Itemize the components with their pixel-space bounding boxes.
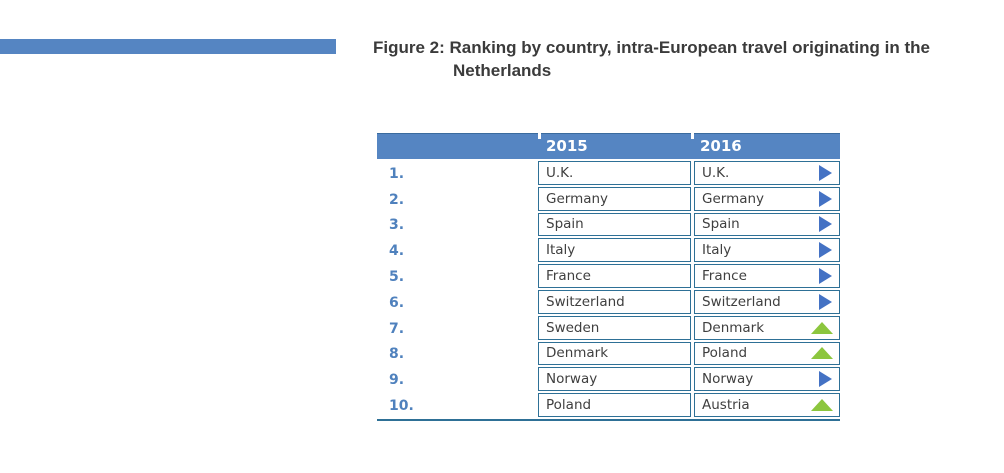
figure-title-line2: Netherlands — [453, 61, 552, 80]
up-triangle-icon — [811, 321, 833, 334]
rank-cell: 3. — [389, 217, 405, 234]
country-2016-label: France — [702, 268, 747, 285]
country-2016-label: U.K. — [702, 164, 730, 181]
rank-cell: 1. — [389, 165, 405, 182]
table-row: 9. Norway Norway — [377, 367, 840, 393]
header-column-gap — [538, 133, 541, 139]
country-2016-label: Austria — [702, 397, 750, 414]
country-2016-cell: Denmark — [694, 315, 840, 340]
country-2016-cell: Norway — [694, 367, 840, 392]
country-2016-cell: Germany — [694, 186, 840, 211]
table-header-row: 2015 2016 — [377, 133, 840, 159]
right-arrow-icon — [819, 164, 832, 181]
country-2016-label: Germany — [702, 190, 765, 207]
table-row: 2. Germany Germany — [377, 186, 840, 213]
country-2015-cell: Sweden — [538, 315, 691, 340]
table-body: 1. U.K. U.K. 2. Germany Germany 3. Spain — [377, 161, 840, 419]
table-row: 3. Spain Spain — [377, 212, 840, 239]
country-2016-label: Switzerland — [702, 293, 781, 310]
figure-title-line1: Figure 2: Ranking by country, intra-Euro… — [373, 38, 930, 57]
table-bottom-border — [377, 418, 840, 421]
table-row: 6. Switzerland Switzerland — [377, 289, 840, 316]
country-2016-cell: Austria — [694, 393, 840, 417]
country-2015-cell: Switzerland — [538, 289, 691, 314]
table-row: 8. Denmark Poland — [377, 341, 840, 368]
header-column-gap — [691, 133, 694, 139]
country-2016-cell: France — [694, 264, 840, 288]
right-arrow-icon — [819, 371, 832, 388]
rank-cell: 7. — [389, 320, 405, 337]
rank-cell: 5. — [389, 269, 405, 286]
right-arrow-icon — [819, 242, 832, 259]
country-2016-label: Spain — [702, 216, 740, 233]
table-row: 1. U.K. U.K. — [377, 161, 840, 187]
up-triangle-icon — [811, 399, 833, 412]
right-arrow-icon — [819, 293, 832, 310]
country-2016-label: Poland — [702, 345, 748, 362]
country-2015-cell: Spain — [538, 212, 691, 237]
column-header-2015: 2015 — [546, 137, 588, 155]
table-row: 4. Italy Italy — [377, 238, 840, 264]
rank-cell: 10. — [389, 398, 414, 415]
decorative-bar — [0, 39, 336, 54]
country-2015-cell: Italy — [538, 238, 691, 263]
rank-cell: 9. — [389, 372, 405, 389]
rank-cell: 4. — [389, 243, 405, 260]
rank-cell: 2. — [389, 191, 405, 208]
country-2015-cell: Denmark — [538, 341, 691, 366]
country-2016-cell: U.K. — [694, 161, 840, 185]
column-header-2016: 2016 — [700, 137, 742, 155]
table-row: 5. France France — [377, 264, 840, 290]
rank-cell: 8. — [389, 346, 405, 363]
country-2016-label: Norway — [702, 371, 754, 388]
country-2016-label: Denmark — [702, 319, 765, 336]
table-row: 7. Sweden Denmark — [377, 315, 840, 342]
right-arrow-icon — [819, 190, 832, 207]
country-2015-cell: Norway — [538, 367, 691, 392]
ranking-table: 2015 2016 1. U.K. U.K. 2. Germany German… — [377, 133, 840, 421]
rank-cell: 6. — [389, 294, 405, 311]
up-triangle-icon — [811, 347, 833, 360]
country-2016-cell: Spain — [694, 212, 840, 237]
country-2016-cell: Italy — [694, 238, 840, 263]
country-2016-label: Italy — [702, 242, 732, 259]
right-arrow-icon — [819, 268, 832, 285]
country-2015-cell: France — [538, 264, 691, 288]
country-2016-cell: Switzerland — [694, 289, 840, 314]
country-2016-cell: Poland — [694, 341, 840, 366]
country-2015-cell: U.K. — [538, 161, 691, 185]
country-2015-cell: Germany — [538, 186, 691, 211]
table-row: 10. Poland Austria — [377, 393, 840, 419]
country-2015-cell: Poland — [538, 393, 691, 417]
right-arrow-icon — [819, 216, 832, 233]
figure-title: Figure 2: Ranking by country, intra-Euro… — [373, 36, 973, 82]
